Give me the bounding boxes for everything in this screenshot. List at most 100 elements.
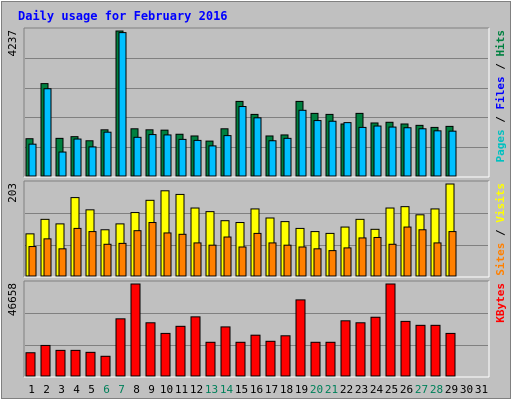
- files-bar-4: [73, 138, 82, 177]
- files-bar-7: [118, 32, 127, 177]
- kbytes-bar-23: [355, 322, 366, 377]
- files-bar-2: [43, 88, 52, 177]
- files-bar-3: [58, 151, 67, 177]
- files-bar-14: [223, 135, 232, 177]
- sites-bar-20: [313, 248, 322, 277]
- kbytes-bar-28: [430, 324, 441, 377]
- ymax-label-2: 46658: [6, 283, 19, 316]
- legend-part-0-3: /: [494, 57, 507, 77]
- day-label-16: 16: [250, 383, 263, 396]
- sites-bar-12: [193, 242, 202, 277]
- day-label-30: 30: [460, 383, 473, 396]
- day-label-23: 23: [355, 383, 368, 396]
- panels-group: 4237 Pages / Files / Hits 203 Sites / Visit…: [6, 27, 507, 378]
- sites-bar-23: [358, 237, 367, 277]
- kbytes-bar-8: [130, 283, 141, 377]
- day-label-29: 29: [445, 383, 458, 396]
- files-bar-15: [238, 106, 247, 177]
- sites-bar-4: [73, 227, 82, 277]
- kbytes-bar-19: [295, 299, 306, 377]
- kbytes-bar-15: [235, 341, 246, 377]
- kbytes-bar-29: [445, 332, 456, 377]
- sites-bar-13: [208, 244, 217, 277]
- sites-bar-22: [343, 247, 352, 277]
- sites-bar-8: [133, 230, 142, 277]
- day-label-31: 31: [475, 383, 488, 396]
- day-label-12: 12: [190, 383, 203, 396]
- files-bar-29: [448, 130, 457, 177]
- files-bar-12: [193, 139, 202, 177]
- day-label-1: 1: [28, 383, 35, 396]
- legend-part-1-0: Sites: [494, 243, 507, 276]
- kbytes-bar-20: [310, 341, 321, 377]
- files-bar-1: [28, 143, 37, 177]
- legend-part-0-0: Pages: [494, 129, 507, 162]
- sites-bar-26: [403, 226, 412, 277]
- sites-bar-28: [433, 242, 442, 277]
- day-label-4: 4: [73, 383, 80, 396]
- legend-part-2-0: KBytes: [494, 283, 507, 323]
- sites-bar-10: [163, 232, 172, 277]
- legend-part-1-1: /: [494, 223, 507, 243]
- files-bar-9: [148, 134, 157, 177]
- day-label-17: 17: [265, 383, 278, 396]
- sites-bar-5: [88, 231, 97, 277]
- files-bar-13: [208, 145, 217, 177]
- day-label-8: 8: [133, 383, 140, 396]
- day-label-21: 21: [325, 383, 338, 396]
- day-label-11: 11: [175, 383, 188, 396]
- day-label-27: 27: [415, 383, 428, 396]
- sites-bar-7: [118, 242, 127, 277]
- sites-bar-27: [418, 229, 427, 277]
- kbytes-bar-6: [100, 355, 111, 377]
- day-label-7: 7: [118, 383, 125, 396]
- sites-bar-2: [43, 238, 52, 277]
- kbytes-bar-21: [325, 341, 336, 377]
- day-label-13: 13: [205, 383, 218, 396]
- sites-bar-18: [283, 244, 292, 277]
- kbytes-bar-24: [370, 316, 381, 377]
- kbytes-bar-16: [250, 334, 261, 377]
- kbytes-bar-13: [205, 341, 216, 377]
- kbytes-bar-3: [55, 349, 66, 377]
- files-bar-18: [283, 137, 292, 177]
- kbytes-bar-9: [145, 322, 156, 377]
- day-label-24: 24: [370, 383, 384, 396]
- kbytes-bar-26: [400, 320, 411, 377]
- day-label-15: 15: [235, 383, 248, 396]
- files-bar-5: [88, 146, 97, 177]
- day-label-3: 3: [58, 383, 65, 396]
- day-label-5: 5: [88, 383, 95, 396]
- kbytes-bar-4: [70, 349, 81, 377]
- files-bar-21: [328, 120, 337, 177]
- day-label-20: 20: [310, 383, 323, 396]
- day-label-10: 10: [160, 383, 173, 396]
- sites-bar-29: [448, 231, 457, 277]
- sites-bar-14: [223, 236, 232, 277]
- sites-bar-17: [268, 242, 277, 277]
- files-bar-8: [133, 136, 142, 177]
- sites-bar-19: [298, 246, 307, 277]
- files-bar-19: [298, 109, 307, 177]
- kbytes-bar-12: [190, 316, 201, 377]
- day-label-25: 25: [385, 383, 398, 396]
- day-labels-group: 1 2 3 4 5 6 7 8 9 10 11 12 13 14 15 16 17 18 19 20 21 22 23 24 2…: [28, 383, 488, 396]
- legend-part-1-2: Visits: [494, 183, 507, 223]
- kbytes-bar-18: [280, 335, 291, 377]
- files-bar-28: [433, 130, 442, 177]
- day-label-6: 6: [103, 383, 110, 396]
- files-bar-25: [388, 126, 397, 177]
- sites-bar-11: [178, 233, 187, 277]
- legend-part-0-2: Files: [494, 76, 507, 109]
- kbytes-bar-2: [40, 344, 51, 377]
- day-label-2: 2: [43, 383, 50, 396]
- day-label-26: 26: [400, 383, 413, 396]
- sites-bar-24: [373, 236, 382, 277]
- legend-part-0-4: Hits: [494, 30, 507, 57]
- chart-title: Daily usage for February 2016: [18, 9, 228, 23]
- kbytes-bar-14: [220, 326, 231, 377]
- kbytes-bar-27: [415, 324, 426, 377]
- files-bar-22: [343, 122, 352, 177]
- kbytes-bar-10: [160, 332, 171, 377]
